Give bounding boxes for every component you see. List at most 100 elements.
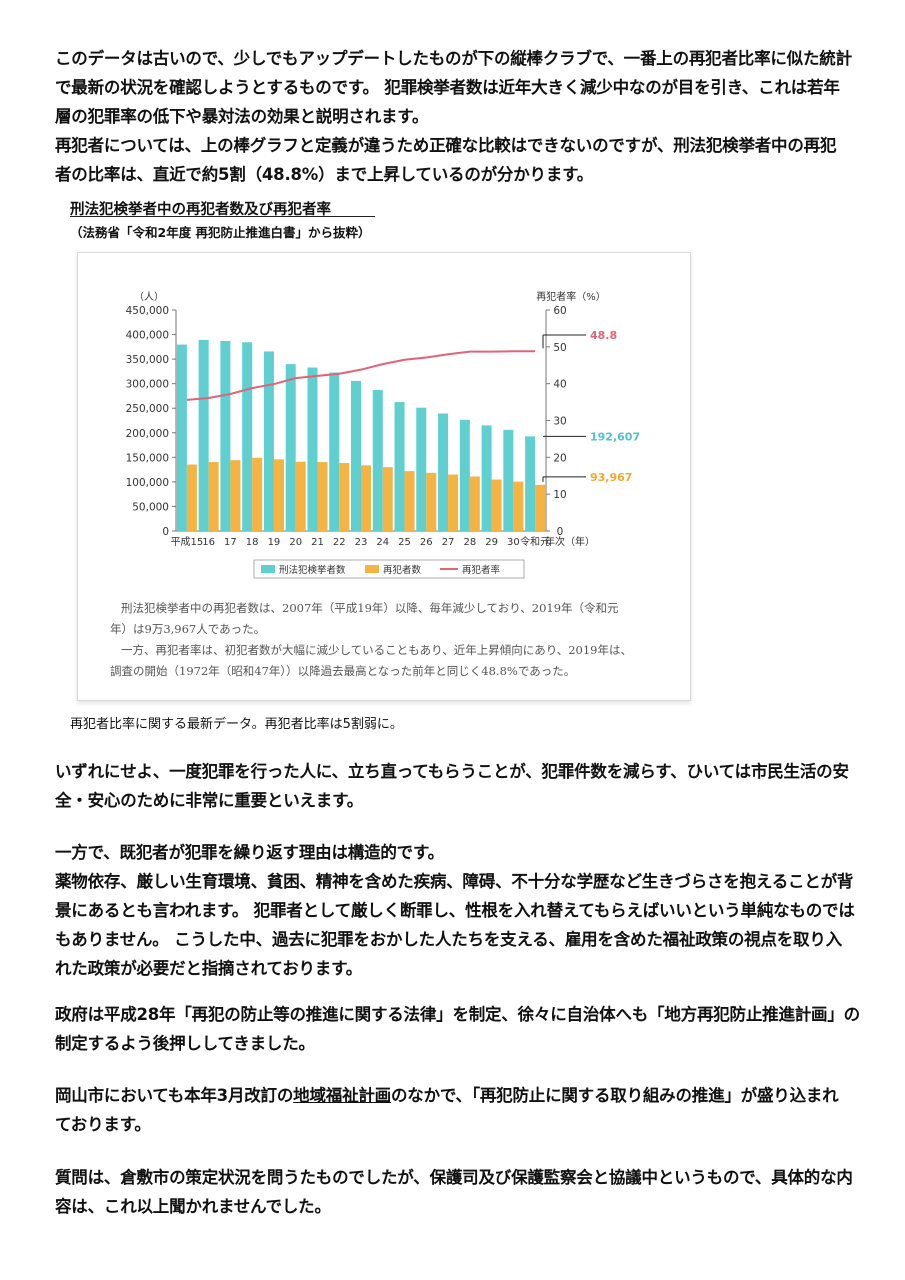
x-tick-label: 平成15: [171, 536, 204, 548]
combo-chart: 0 50,000 100,000 150,000 200,000 250,000 300,0…: [126, 290, 640, 579]
data-label: 192,607: [590, 430, 640, 443]
bar-arrests: [481, 425, 492, 531]
x-tick-label: 16: [202, 537, 215, 548]
x-tick-label: 20: [289, 537, 302, 548]
x-tick-label: 22: [333, 537, 346, 548]
y-tick-label: 400,000: [126, 330, 169, 342]
text-line: 再犯者については、上の棒グラフと定義が違うため正確な比較はできないのですが、刑法…: [55, 136, 837, 155]
y-tick-label: 100,000: [126, 477, 169, 489]
text-line: 景にあるとも言われます。 犯罪者として厳しく断罪し、性根を入れ替えてもらえばいい…: [55, 901, 855, 920]
text-segment: のなかで、「再犯防止に関する取り組みの推進」が盛り込まれ: [390, 1086, 839, 1105]
bar-repeat-offenders: [382, 467, 393, 531]
figure-caption: 再犯者比率に関する最新データ。再犯者比率は5割弱に。: [70, 717, 403, 732]
bar-repeat-offenders: [339, 463, 350, 531]
x-tick-label: 30: [507, 537, 520, 548]
bar-repeat-offenders: [295, 461, 306, 531]
x-tick-label: 21: [311, 537, 324, 548]
text-line: 薬物依存、厳しい生育環境、貧困、精神を含めた疾病、障碍、不十分な学歴など生きづら…: [55, 872, 854, 891]
y-tick-label: 450,000: [126, 305, 169, 317]
text-line: いずれにせよ、一度犯罪を行った人に、立ち直ってもらうことが、犯罪件数を減らす、ひ…: [55, 762, 849, 781]
x-tick-label: 17: [224, 537, 237, 548]
figure-title: 刑法犯検挙者中の再犯者数及び再犯者率: [70, 202, 331, 218]
note-line: 年）は9万3,967人であった。: [110, 622, 266, 636]
text-line: 全・安心のために非常に重要といえます。: [55, 791, 364, 810]
bar-repeat-offenders: [230, 460, 241, 531]
x-tick-label: 18: [246, 537, 259, 548]
legend-label: 再犯者率: [462, 564, 501, 576]
bar-arrests: [198, 339, 209, 531]
bar-repeat-offenders: [513, 481, 524, 531]
bar-arrests: [438, 413, 449, 531]
y-tick-label: 350,000: [126, 354, 169, 366]
legend-label: 再犯者数: [383, 564, 422, 576]
text-line: 政府は平成28年「再犯の防止等の推進に関する法律」を制定、徐々に自治体へも「地方…: [55, 1005, 860, 1024]
bar-arrests: [525, 436, 536, 531]
bar-repeat-offenders: [252, 457, 263, 531]
bar-arrests: [372, 390, 383, 531]
bar-arrests: [416, 407, 427, 531]
body-paragraph-2: 一方で、既犯者が犯罪を繰り返す理由は構造的です。 薬物依存、厳しい生育環境、貧困…: [55, 838, 855, 983]
text-line: 層の犯罪率の低下や暴対法の効果と説明されます。: [55, 107, 429, 126]
text-line: れた政策が必要だと指摘されております。: [55, 959, 363, 978]
bar-repeat-offenders: [491, 479, 502, 531]
y-right-tick-label: 20: [553, 452, 566, 464]
y-right-tick-label: 0: [557, 526, 564, 538]
x-tick-label: 28: [463, 537, 476, 548]
x-tick-label: 24: [376, 537, 389, 548]
bar-repeat-offenders: [208, 462, 219, 531]
y-right-tick-label: 60: [553, 305, 566, 317]
bar-arrests: [263, 351, 274, 531]
bar-arrests: [329, 372, 340, 531]
bar-repeat-offenders: [469, 476, 480, 531]
community-welfare-plan-link[interactable]: 地域福祉計画: [293, 1086, 391, 1105]
y-right-tick-label: 30: [553, 416, 566, 428]
text-line: 者の比率は、直近で約5割（48.8%）まで上昇しているのが分かります。: [55, 165, 594, 184]
rate-line: [186, 350, 536, 401]
bar-repeat-offenders: [448, 474, 459, 531]
body-paragraph-1: いずれにせよ、一度犯罪を行った人に、立ち直ってもらうことが、犯罪件数を減らす、ひ…: [55, 757, 855, 815]
y-axis-unit-label: （人）: [134, 291, 164, 303]
y-tick-label: 250,000: [126, 403, 169, 415]
y-right-tick-label: 50: [553, 342, 566, 354]
bar-arrests: [285, 364, 296, 531]
y-tick-label: 50,000: [132, 501, 169, 513]
bar-repeat-offenders: [404, 471, 415, 531]
y-right-tick-label: 40: [553, 379, 566, 391]
y-tick-label: 300,000: [126, 379, 169, 391]
legend-swatch: [261, 565, 275, 573]
note-line: 刑法犯検挙者中の再犯者数は、2007年（平成19年）以降、毎年減少しており、20…: [121, 601, 619, 615]
bar-arrests: [242, 342, 253, 531]
body-paragraph-4: 岡山市においても本年3月改訂の地域福祉計画のなかで、「再犯防止に関する取り組みの…: [55, 1081, 855, 1139]
text-line: 容は、これ以上聞かれませんでした。: [55, 1197, 331, 1216]
x-tick-label: 29: [485, 537, 498, 548]
bar-arrests: [176, 344, 187, 531]
bar-repeat-offenders: [535, 484, 546, 531]
text-line: 岡山市においても本年3月改訂の地域福祉計画のなかで、「再犯防止に関する取り組みの…: [55, 1081, 855, 1110]
body-paragraph-5: 質問は、倉敷市の策定状況を問うたものでしたが、保護司及び保護監察会と協議中という…: [55, 1163, 855, 1221]
x-tick-label: 23: [355, 537, 368, 548]
bar-arrests: [220, 340, 231, 531]
y-tick-label: 0: [162, 526, 169, 538]
chart-note: 刑法犯検挙者中の再犯者数は、2007年（平成19年）以降、毎年減少しており、20…: [110, 598, 670, 682]
bar-arrests: [351, 380, 361, 531]
chart-figure: 0 50,000 100,000 150,000 200,000 250,000 300,0…: [77, 252, 691, 701]
text-line: 質問は、倉敷市の策定状況を問うたものでしたが、保護司及び保護監察会と協議中という…: [55, 1168, 853, 1187]
body-paragraph-3: 政府は平成28年「再犯の防止等の推進に関する法律」を制定、徐々に自治体へも「地方…: [55, 1000, 860, 1058]
bar-arrests: [503, 429, 514, 531]
legend-label: 刑法犯検挙者数: [279, 564, 346, 576]
text-line: もありません。 こうした中、過去に犯罪をおかした人たちを支える、雇用を含めた福祉…: [55, 930, 842, 949]
x-tick-label: 19: [268, 537, 281, 548]
x-axis-unit-label: 年次（年）: [545, 535, 595, 548]
x-tick-label: 26: [420, 537, 433, 548]
text-line: このデータは古いので、少しでもアップデートしたものが下の縦棒クラブで、一番上の再…: [55, 49, 852, 68]
intro-paragraph: このデータは古いので、少しでもアップデートしたものが下の縦棒クラブで、一番上の再…: [55, 44, 855, 189]
bar-repeat-offenders: [186, 464, 197, 531]
x-tick-label: 25: [398, 537, 411, 548]
y-tick-label: 150,000: [126, 452, 169, 464]
bar-arrests: [307, 367, 318, 531]
legend-box: [253, 559, 525, 579]
bar-repeat-offenders: [317, 462, 328, 531]
text-segment: 岡山市においても本年3月改訂の: [55, 1086, 294, 1105]
y-right-axis-label: 再犯者率（%）: [536, 290, 606, 303]
figure-title-underline: [70, 216, 375, 217]
